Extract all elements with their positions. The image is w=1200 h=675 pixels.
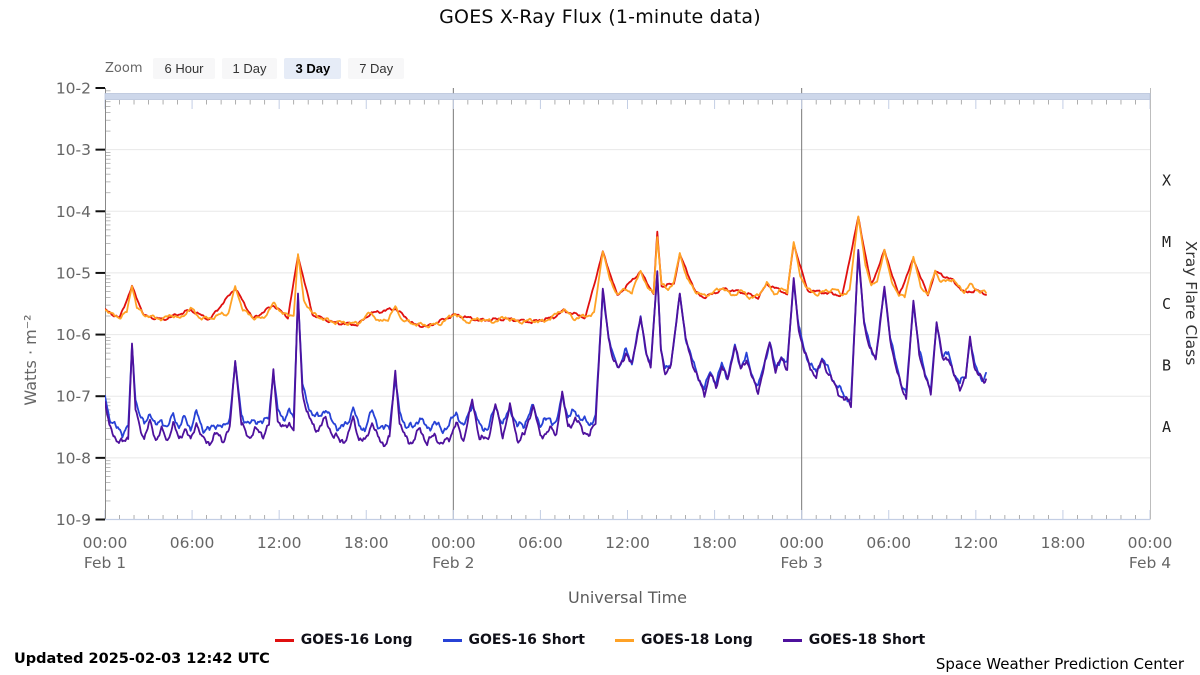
x-tick-date-label: Feb 3 [781,554,823,572]
flare-class-label-c: C [1162,295,1171,313]
legend-label: GOES-18 Long [641,632,753,648]
x-tick-label: 06:00 [518,534,563,552]
legend-label: GOES-16 Short [468,632,585,648]
x-tick-label: 18:00 [1041,534,1086,552]
x-tick-label: 18:00 [692,534,737,552]
legend-label: GOES-16 Long [300,632,413,648]
x-tick-label: 00:00 [779,534,824,552]
flare-class-label-m: M [1162,233,1171,251]
legend-swatch [442,638,462,642]
x-tick-label: 12:00 [257,534,302,552]
x-tick-date-label: Feb 4 [1129,554,1171,572]
x-tick-date-label: Feb 2 [432,554,474,572]
x-tick-date-label: Feb 1 [84,554,126,572]
plot-area[interactable] [105,88,1150,520]
y-tick-label: 10-7 [56,388,91,406]
x-tick-label: 00:00 [1128,534,1173,552]
y-tick-label: 10-2 [56,80,91,98]
y-tick-label: 10-5 [56,264,91,282]
x-tick-label: 00:00 [431,534,476,552]
legend-item-goes-18-long[interactable]: GOES-18 Long [615,632,753,648]
flare-class-label-b: B [1162,356,1171,374]
y-tick-label: 10-9 [56,511,91,529]
x-tick-label: 00:00 [83,534,128,552]
y-tick-label: 10-6 [56,326,91,344]
flare-class-label-x: X [1162,171,1171,189]
zoom-toolbar: Zoom 6 Hour 1 Day 3 Day 7 Day [105,58,405,79]
legend-item-goes-16-long[interactable]: GOES-16 Long [274,632,413,648]
legend-item-goes-16-short[interactable]: GOES-16 Short [442,632,585,648]
legend-swatch [274,638,294,642]
chart-legend: GOES-16 Long GOES-16 Short GOES-18 Long GOE… [0,632,1200,648]
series-goes-18-short [105,249,987,448]
x-tick-label: 06:00 [866,534,911,552]
zoom-button-6-hour[interactable]: 6 Hour [153,58,215,79]
series-goes-18-long [105,215,987,329]
legend-label: GOES-18 Short [808,632,926,648]
x-tick-label: 12:00 [605,534,650,552]
zoom-toolbar-label: Zoom [105,61,143,76]
y-axis-title: Watts · m⁻² [21,314,40,405]
source-attribution: Space Weather Prediction Center [935,655,1184,673]
x-axis-title: Universal Time [567,588,687,607]
y-tick-label: 10-8 [56,449,91,467]
series-group [105,215,987,448]
x-tick-label: 18:00 [344,534,389,552]
chart-scrollbar[interactable] [104,93,1151,100]
zoom-button-7-day[interactable]: 7 Day [348,58,405,79]
page-title: GOES X-Ray Flux (1-minute data) [439,6,761,28]
zoom-button-1-day[interactable]: 1 Day [221,58,278,79]
flare-class-label-a: A [1162,418,1171,436]
axis-labels: 10-2 10-3 10-4 10-5 10-6 10-7 10-8 10-9 00:00 Feb… [21,80,1200,573]
y-tick-label: 10-3 [56,141,91,159]
y-tick-label: 10-4 [56,203,91,221]
updated-timestamp: Updated 2025-02-03 12:42 UTC [14,651,270,667]
legend-swatch [782,638,802,642]
right-axis-title: Xray Flare Class [1182,241,1200,366]
gridlines [105,88,1150,520]
x-tick-label: 12:00 [953,534,998,552]
zoom-button-3-day[interactable]: 3 Day [284,58,342,79]
x-tick-label: 06:00 [170,534,215,552]
legend-swatch [615,638,634,642]
axis-ticks [95,87,1151,521]
legend-item-goes-18-short[interactable]: GOES-18 Short [782,632,926,648]
